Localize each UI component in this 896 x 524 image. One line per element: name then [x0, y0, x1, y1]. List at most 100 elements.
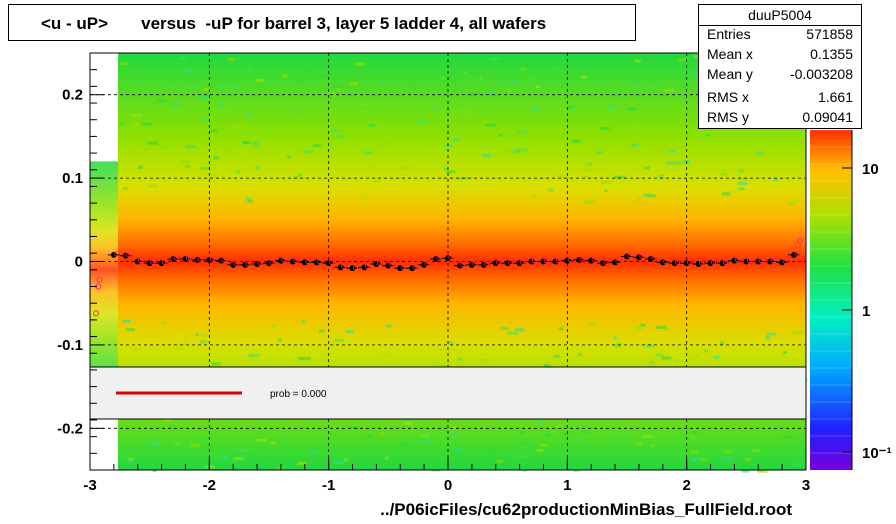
- heatmap-cell: [228, 57, 236, 61]
- open-marker: [364, 263, 371, 269]
- open-marker: [197, 256, 203, 262]
- heatmap-cell: [432, 109, 437, 113]
- heatmap-cell: [766, 332, 776, 336]
- heatmap-cell: [596, 151, 604, 155]
- heatmap-cell: [380, 79, 385, 83]
- open-marker: [794, 251, 800, 257]
- profile-point: [456, 262, 463, 269]
- heatmap-cell: [634, 326, 644, 330]
- heatmap-cell: [535, 85, 541, 89]
- profile-point: [659, 259, 666, 266]
- heatmap-cell: [242, 140, 250, 144]
- profile-point: [445, 255, 451, 262]
- heatmap-cell: [185, 145, 197, 149]
- heatmap-cell: [547, 188, 554, 192]
- heatmap-cell: [721, 192, 731, 196]
- heatmap-cell: [399, 442, 411, 446]
- profile-point: [206, 256, 213, 263]
- heatmap-cell: [776, 426, 784, 430]
- heatmap-cell: [558, 327, 564, 331]
- heatmap-cell: [245, 197, 251, 201]
- open-marker: [531, 257, 538, 264]
- heatmap-cell: [498, 133, 503, 137]
- heatmap-cell: [137, 165, 143, 169]
- profile-point: [433, 255, 440, 262]
- heatmap-cell: [199, 117, 210, 121]
- heatmap-cell: [455, 448, 462, 452]
- heatmap-cell: [496, 80, 506, 84]
- y-tick-label: -0.1: [57, 337, 83, 354]
- heatmap-cell: [333, 460, 345, 464]
- open-marker: [555, 257, 562, 264]
- heatmap-cell: [331, 85, 342, 89]
- open-marker: [281, 257, 287, 263]
- heatmap-cell: [295, 109, 303, 113]
- heatmap-cell: [640, 323, 646, 327]
- heatmap-cell: [448, 341, 454, 345]
- heatmap-cell: [649, 360, 654, 364]
- x-tick-label: 1: [563, 477, 571, 494]
- heatmap-cell: [568, 438, 572, 442]
- heatmap-cell: [418, 120, 425, 124]
- profile-point: [409, 265, 416, 272]
- heatmap-cell: [699, 457, 703, 461]
- heatmap-cell: [452, 138, 460, 142]
- heatmap-cell: [233, 454, 238, 458]
- heatmap-cell: [793, 158, 804, 162]
- profile-point: [731, 257, 738, 264]
- open-marker: [579, 256, 585, 262]
- heatmap-cell: [368, 123, 376, 127]
- heatmap-cell: [655, 325, 667, 329]
- open-marker: [651, 255, 657, 261]
- heatmap-cell: [607, 435, 611, 439]
- heatmap-cell: [726, 457, 732, 461]
- heatmap-cell: [452, 347, 456, 351]
- heatmap-cell: [384, 456, 389, 460]
- profile-point: [635, 254, 642, 261]
- open-marker: [257, 260, 263, 266]
- profile-point: [612, 259, 619, 266]
- heatmap-cell: [250, 141, 260, 145]
- heatmap-cell: [575, 438, 585, 442]
- profile-point: [683, 260, 690, 267]
- heatmap-cell: [404, 422, 413, 426]
- heatmap-cell: [738, 177, 748, 181]
- heatmap-cell: [200, 95, 209, 99]
- heatmap-cell: [490, 57, 499, 61]
- y-tick-label: 0: [75, 254, 83, 271]
- open-marker: [209, 256, 215, 262]
- heatmap-cell: [603, 188, 608, 192]
- heatmap-cell: [577, 352, 582, 356]
- heatmap-cell: [209, 129, 218, 133]
- heatmap-cell: [149, 442, 161, 446]
- heatmap-cell: [569, 107, 575, 111]
- open-marker: [388, 262, 394, 268]
- profile-point: [158, 260, 165, 267]
- heatmap-cell: [312, 144, 321, 148]
- profile-point: [170, 255, 177, 262]
- heatmap-cell: [439, 348, 451, 352]
- open-marker: [269, 259, 275, 265]
- heatmap-cell: [487, 448, 495, 452]
- heatmap-cell: [437, 56, 446, 60]
- profile-point: [791, 251, 798, 258]
- heatmap-cell: [669, 149, 675, 153]
- heatmap-cell: [203, 463, 213, 467]
- open-marker: [687, 259, 693, 265]
- heatmap-cell: [535, 420, 541, 424]
- heatmap-cell: [349, 82, 358, 86]
- heatmap-cell: [664, 88, 674, 92]
- profile-point: [707, 260, 714, 267]
- heatmap-cell: [514, 328, 525, 332]
- fit-prob-label: prob = 0.000: [270, 389, 327, 400]
- heatmap-cell: [737, 181, 748, 185]
- heatmap-cell: [643, 193, 651, 197]
- open-marker: [591, 257, 597, 263]
- heatmap-cell: [461, 110, 471, 114]
- profile-point: [289, 258, 296, 265]
- heatmap-cell: [666, 151, 676, 155]
- heatmap-cell: [309, 450, 319, 454]
- open-marker: [126, 252, 132, 258]
- heatmap-cell: [787, 201, 795, 205]
